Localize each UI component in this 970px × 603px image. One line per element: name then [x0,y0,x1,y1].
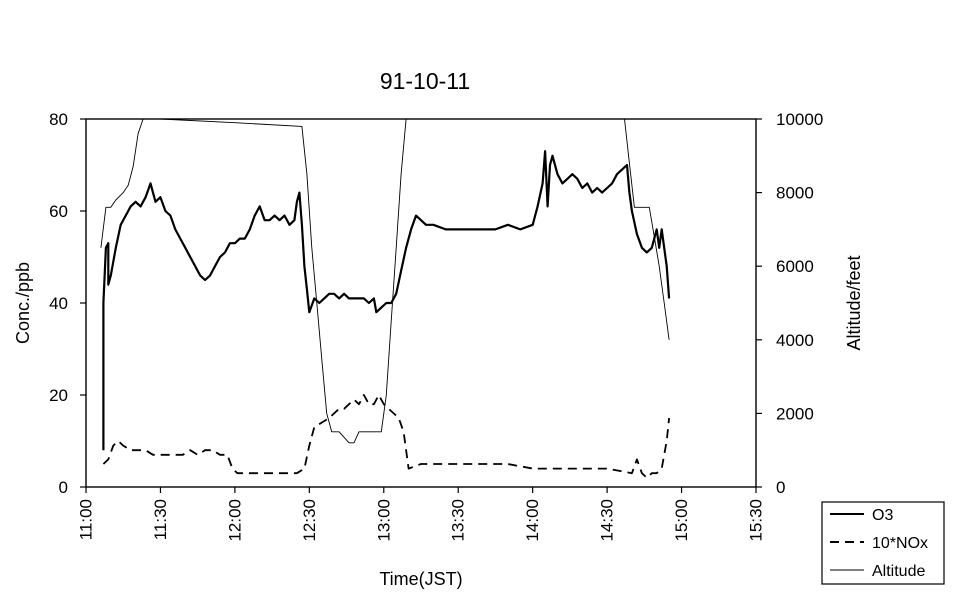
x-axis-label: Time(JST) [379,569,462,589]
x-tick-label: 13:30 [449,499,468,542]
x-tick-label: 15:30 [747,499,766,542]
series-layer [100,118,671,479]
legend-label-o3: O3 [872,507,893,524]
x-tick-label: 13:00 [374,499,393,542]
x-tick-label: 15:00 [672,499,691,542]
y2-axis-ticks: 0 2000 4000 6000 8000 10000 [756,110,823,497]
chart-title: 91-10-11 [380,68,470,94]
series-nox-line [102,394,670,479]
x-tick-label: 11:30 [151,499,170,540]
y-axis-label: Conc./ppb [13,262,33,344]
y-tick-label: 0 [59,478,68,497]
y-axis-ticks: 0 20 40 60 80 [49,110,86,497]
plot-area [85,118,757,488]
legend: O3 10*NOx Altitude [821,501,945,585]
x-tick-label: 14:00 [523,499,542,542]
y2-axis-label: Altitude/feet [844,255,864,350]
x-tick-label: 14:30 [598,499,617,542]
x-tick-label: 12:00 [225,499,244,542]
x-tick-label: 11:00 [77,499,96,540]
y-tick-label: 60 [49,202,68,221]
y-tick-label: 40 [49,294,68,313]
x-axis-ticks: 11:00 11:30 12:00 12:30 13:00 13:30 14:00 14:30… [77,487,766,542]
y2-tick-label: 10000 [776,110,823,129]
y2-tick-label: 2000 [776,404,814,423]
series-altitude-line [100,118,670,444]
legend-label-altitude: Altitude [872,563,925,580]
legend-label-nox: 10*NOx [872,535,928,552]
y2-tick-label: 8000 [776,184,814,203]
series-o3-line [102,150,671,451]
y2-tick-label: 0 [776,478,785,497]
y-tick-label: 80 [49,110,68,129]
x-tick-label: 12:30 [300,499,319,542]
y2-tick-label: 6000 [776,257,814,276]
y-tick-label: 20 [49,386,68,405]
y2-tick-label: 4000 [776,331,814,350]
